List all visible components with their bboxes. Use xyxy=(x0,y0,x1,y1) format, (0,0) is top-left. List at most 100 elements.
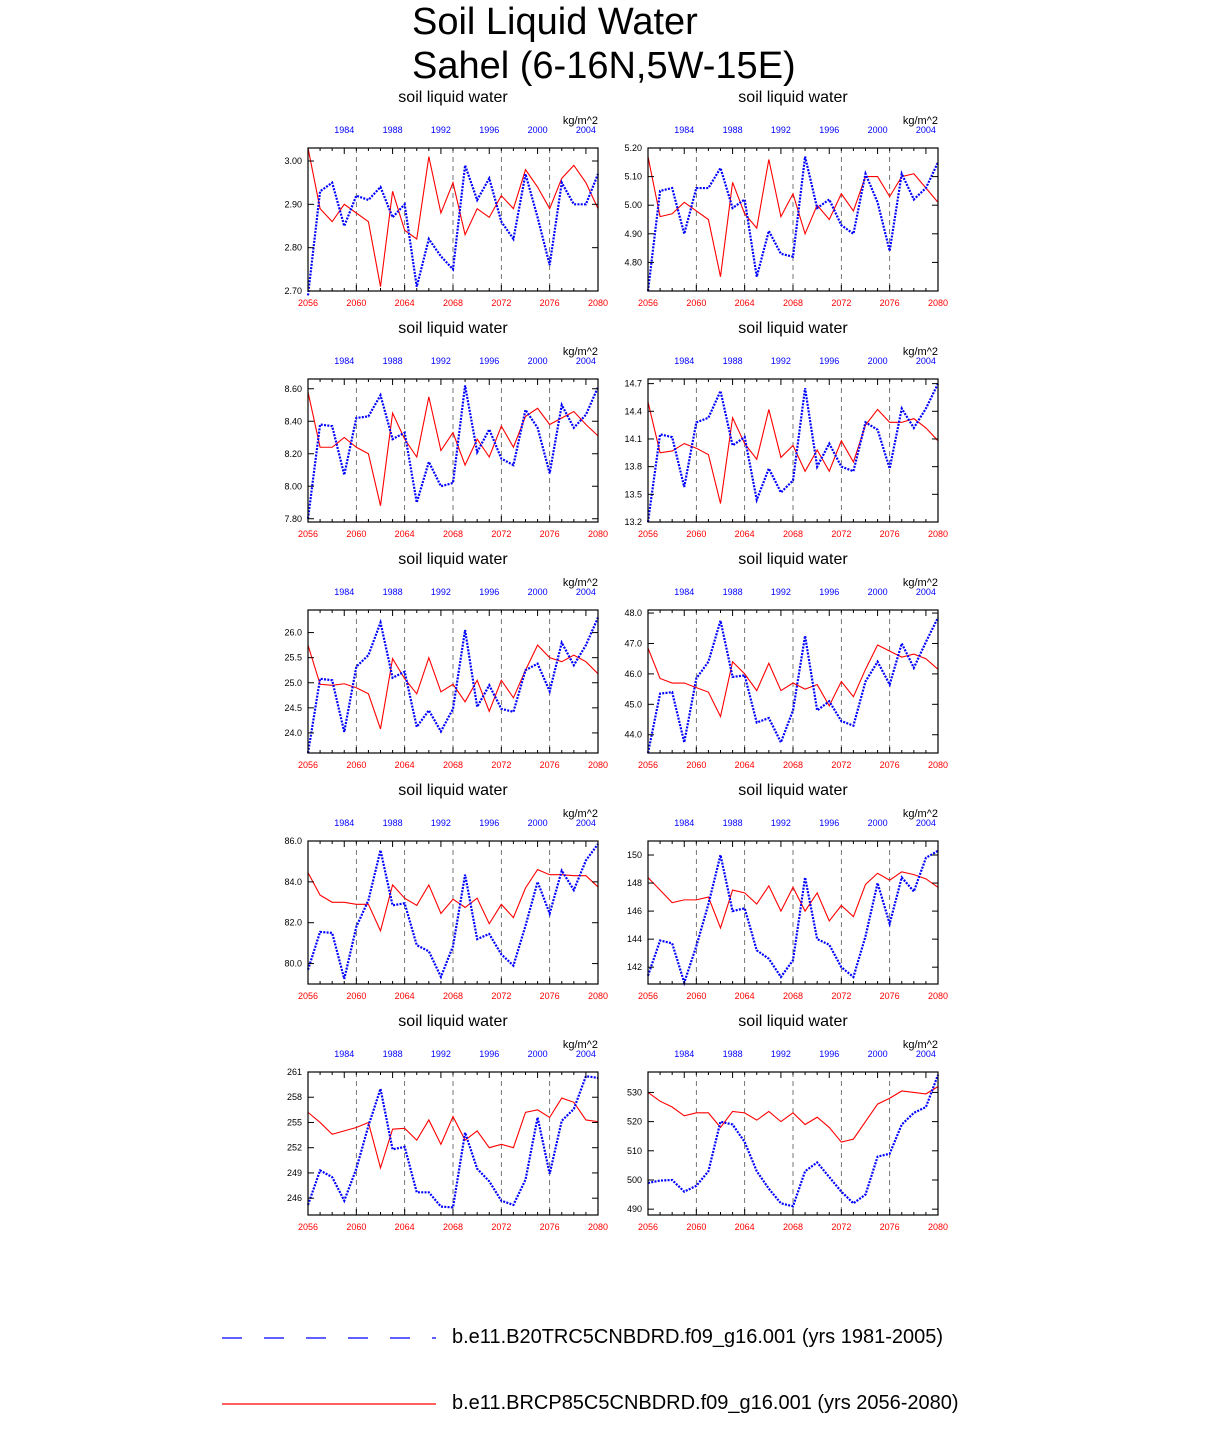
x-tick-label: 2060 xyxy=(346,1222,366,1232)
y-tick-label: 2.70 xyxy=(284,286,302,296)
top-tick-label: 1996 xyxy=(479,587,499,597)
x-tick-label: 2080 xyxy=(588,1222,608,1232)
x-tick-label: 2080 xyxy=(588,760,608,770)
x-tick-label: 2068 xyxy=(443,991,463,1001)
y-tick-label: 25.0 xyxy=(284,678,302,688)
y-tick-label: 261 xyxy=(287,1067,302,1077)
top-tick-label: 1984 xyxy=(334,818,354,828)
chart-panel-4: soil liquid water kg/m^2 2056 2060 2064 2068 2… xyxy=(624,320,948,539)
x-tick-label: 2060 xyxy=(686,529,706,539)
top-tick-label: 2000 xyxy=(528,818,548,828)
panel-title: soil liquid water xyxy=(398,89,508,106)
y-tick-label: 142 xyxy=(627,962,642,972)
top-tick-label: 1996 xyxy=(819,587,839,597)
series-line-future xyxy=(307,868,599,933)
y-tick-label: 7.80 xyxy=(284,514,302,524)
series-line-future xyxy=(647,644,939,719)
series-line-future xyxy=(647,156,939,277)
x-tick-label: 2064 xyxy=(395,298,415,308)
x-tick-label: 2080 xyxy=(928,298,948,308)
series-line-historical xyxy=(306,1074,599,1209)
y-tick-label: 8.60 xyxy=(284,384,302,394)
y-tick-label: 255 xyxy=(287,1117,302,1127)
top-tick-label: 2000 xyxy=(868,818,888,828)
x-tick-label: 2072 xyxy=(831,529,851,539)
y-tick-label: 5.00 xyxy=(624,200,642,210)
x-tick-label: 2056 xyxy=(638,529,658,539)
x-tick-label: 2060 xyxy=(686,991,706,1001)
chart-panel-8: soil liquid water kg/m^2 2056 2060 2064 2068 2… xyxy=(627,782,948,1001)
x-tick-label: 2060 xyxy=(346,760,366,770)
series-line-historical xyxy=(306,385,600,519)
chart-panel-2: soil liquid water kg/m^2 2056 2060 2064 2068 2… xyxy=(624,89,948,308)
y-tick-label: 4.90 xyxy=(624,229,642,239)
x-tick-label: 2060 xyxy=(686,298,706,308)
top-tick-label: 2000 xyxy=(868,1049,888,1059)
y-tick-label: 13.2 xyxy=(624,517,642,527)
top-tick-label: 1992 xyxy=(771,818,791,828)
y-tick-label: 8.40 xyxy=(284,416,302,426)
x-tick-label: 2076 xyxy=(880,991,900,1001)
top-tick-label: 2000 xyxy=(528,125,548,135)
y-tick-label: 82.0 xyxy=(284,918,302,928)
chart-panel-7: soil liquid water kg/m^2 2056 2060 2064 2068 2… xyxy=(284,782,608,1001)
series-line-historical xyxy=(646,156,939,292)
top-tick-label: 1996 xyxy=(479,1049,499,1059)
top-tick-label: 1984 xyxy=(674,125,694,135)
series-line-historical xyxy=(306,843,599,980)
top-tick-label: 1984 xyxy=(334,587,354,597)
legend-line-historical xyxy=(222,1337,436,1339)
top-tick-label: 1988 xyxy=(723,356,743,366)
series-line-historical xyxy=(306,617,600,754)
x-tick-label: 2068 xyxy=(783,298,803,308)
x-tick-label: 2080 xyxy=(928,1222,948,1232)
x-tick-label: 2072 xyxy=(491,991,511,1001)
y-tick-label: 26.0 xyxy=(284,628,302,638)
panel-title: soil liquid water xyxy=(398,551,508,568)
panel-title: soil liquid water xyxy=(398,782,508,799)
units-label: kg/m^2 xyxy=(903,1039,938,1051)
top-tick-label: 2004 xyxy=(916,356,936,366)
y-tick-label: 2.80 xyxy=(284,243,302,253)
x-tick-label: 2056 xyxy=(298,760,318,770)
top-tick-label: 1988 xyxy=(723,125,743,135)
y-tick-label: 8.00 xyxy=(284,481,302,491)
y-tick-label: 520 xyxy=(627,1117,642,1127)
top-tick-label: 1984 xyxy=(674,587,694,597)
top-tick-label: 1992 xyxy=(431,356,451,366)
series-line-future xyxy=(307,1097,599,1170)
chart-panel-10: soil liquid water kg/m^2 2056 2060 2064 2068 2… xyxy=(627,1013,948,1232)
x-tick-label: 2064 xyxy=(395,1222,415,1232)
top-tick-label: 2004 xyxy=(576,1049,596,1059)
top-tick-label: 1996 xyxy=(819,818,839,828)
x-tick-label: 2080 xyxy=(588,529,608,539)
x-tick-label: 2076 xyxy=(540,760,560,770)
top-tick-label: 1992 xyxy=(431,818,451,828)
panel-title: soil liquid water xyxy=(398,1013,508,1030)
top-tick-label: 2000 xyxy=(868,125,888,135)
y-tick-label: 3.00 xyxy=(284,156,302,166)
y-tick-label: 258 xyxy=(287,1092,302,1102)
top-tick-label: 1984 xyxy=(334,1049,354,1059)
x-tick-label: 2068 xyxy=(783,1222,803,1232)
x-tick-label: 2072 xyxy=(831,991,851,1001)
chart-panel-9: soil liquid water kg/m^2 2056 2060 2064 2068 2… xyxy=(287,1013,608,1232)
top-tick-label: 2000 xyxy=(528,1049,548,1059)
top-tick-label: 1992 xyxy=(771,125,791,135)
panel-title: soil liquid water xyxy=(398,320,508,337)
x-tick-label: 2068 xyxy=(443,1222,463,1232)
y-tick-label: 148 xyxy=(627,878,642,888)
series-line-future xyxy=(307,147,599,287)
top-tick-label: 2004 xyxy=(916,587,936,597)
top-tick-label: 2000 xyxy=(868,587,888,597)
y-tick-label: 490 xyxy=(627,1204,642,1214)
y-tick-label: 2.90 xyxy=(284,199,302,209)
units-label: kg/m^2 xyxy=(563,577,598,589)
x-tick-label: 2060 xyxy=(346,529,366,539)
x-tick-label: 2080 xyxy=(928,760,948,770)
top-tick-label: 1988 xyxy=(723,1049,743,1059)
x-tick-label: 2060 xyxy=(346,298,366,308)
top-tick-label: 2004 xyxy=(576,818,596,828)
y-tick-label: 24.0 xyxy=(284,728,302,738)
